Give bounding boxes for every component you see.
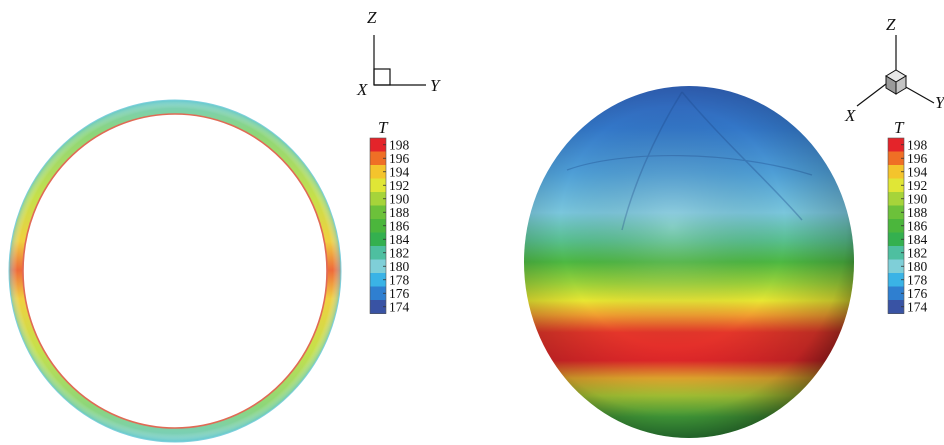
colorbar-tick-label: 180	[907, 259, 928, 274]
colorbar-tick-label: 174	[907, 299, 928, 314]
colorbar-right: T 19819619419219018818618418218017817617…	[887, 118, 928, 314]
colorbar-swatch	[888, 205, 904, 220]
axis-triad-left: Z X Y	[356, 8, 441, 99]
colorbar-title: T	[378, 118, 389, 137]
colorbar-tick-label: 188	[389, 205, 410, 220]
colorbar-swatch	[888, 246, 904, 260]
colorbar-swatch	[370, 178, 386, 193]
colorbar-tick-label: 196	[389, 151, 410, 166]
z-axis-label: Z	[886, 15, 896, 34]
colorbar-swatch	[370, 205, 386, 220]
colorbar-swatch	[370, 219, 386, 233]
colorbar-swatch	[888, 178, 904, 193]
colorbar-tick-label: 180	[389, 259, 410, 274]
colorbar-tick-label: 178	[389, 272, 410, 287]
colorbar-tick-label: 194	[907, 164, 928, 179]
colorbar-swatch	[888, 286, 904, 301]
x-axis-label: X	[844, 106, 856, 125]
colorbar-tick-label: 182	[389, 245, 409, 260]
colorbar-swatch	[370, 300, 386, 314]
cross-section-panel: Z X Y T 198 196 194 192 190 188 186 184 182 180 17…	[0, 8, 441, 445]
colorbar-tick-label: 190	[389, 191, 410, 206]
colorbar-tick-label: 176	[389, 286, 410, 301]
colorbar-swatch	[370, 232, 386, 247]
colorbar-swatch	[888, 165, 904, 179]
colorbar-swatch	[888, 300, 904, 314]
colorbar-swatch	[888, 138, 904, 152]
y-axis-label: Y	[935, 93, 944, 112]
colorbar-title: T	[894, 118, 905, 137]
colorbar-tick-label: 192	[389, 178, 409, 193]
colorbar-swatch	[370, 273, 386, 287]
colorbar-swatch	[370, 192, 386, 206]
colorbar-tick-label: 174	[389, 299, 410, 314]
colorbar-swatch	[370, 138, 386, 152]
colorbar-tick-label: 192	[907, 178, 927, 193]
colorbar-tick-label: 188	[907, 205, 928, 220]
colorbar-tick-label: 190	[907, 191, 928, 206]
colorbar-tick-label: 194	[389, 164, 410, 179]
y-axis-label: Y	[430, 76, 441, 95]
orientation-cube-icon	[885, 69, 907, 95]
colorbar-tick-label: 176	[907, 286, 928, 301]
sphere-svg: Z X Y T 19819619419219018818618418218017…	[524, 15, 944, 438]
colorbar-tick-label: 198	[907, 137, 928, 152]
temperature-sphere	[524, 86, 854, 438]
colorbar-tick-label: 182	[907, 245, 927, 260]
colorbar-tick-label: 184	[907, 232, 928, 247]
colorbar-tick-label: 196	[907, 151, 928, 166]
colorbar-tick-label: 186	[907, 218, 928, 233]
colorbar-swatch	[370, 259, 386, 274]
colorbar-swatch	[888, 273, 904, 287]
colorbar-swatch	[370, 151, 386, 166]
sphere-panel: Z X Y T 198 196 194 192 190 188 186 184 182 180 17…	[472, 0, 944, 445]
cross-section-svg: Z X Y T 19819619419219018818618418218017…	[0, 8, 441, 445]
colorbar-swatch	[370, 246, 386, 260]
axis-triad-right: Z X Y	[844, 15, 944, 125]
colorbar-swatch	[370, 165, 386, 179]
colorbar-swatch	[888, 192, 904, 206]
colorbar-swatch	[370, 286, 386, 301]
colorbar-swatch	[888, 151, 904, 166]
colorbar-tick-label: 186	[389, 218, 410, 233]
x-axis-label: X	[356, 80, 368, 99]
colorbar-swatch	[888, 259, 904, 274]
colorbar-tick-label: 198	[389, 137, 410, 152]
colorbar-left: T 19819619419219018818618418218017817617…	[369, 118, 410, 314]
colorbar-tick-label: 184	[389, 232, 410, 247]
colorbar-swatch	[888, 219, 904, 233]
z-axis-label: Z	[367, 8, 377, 27]
colorbar-tick-label: 178	[907, 272, 928, 287]
temperature-ring	[0, 90, 360, 445]
colorbar-swatch	[888, 232, 904, 247]
